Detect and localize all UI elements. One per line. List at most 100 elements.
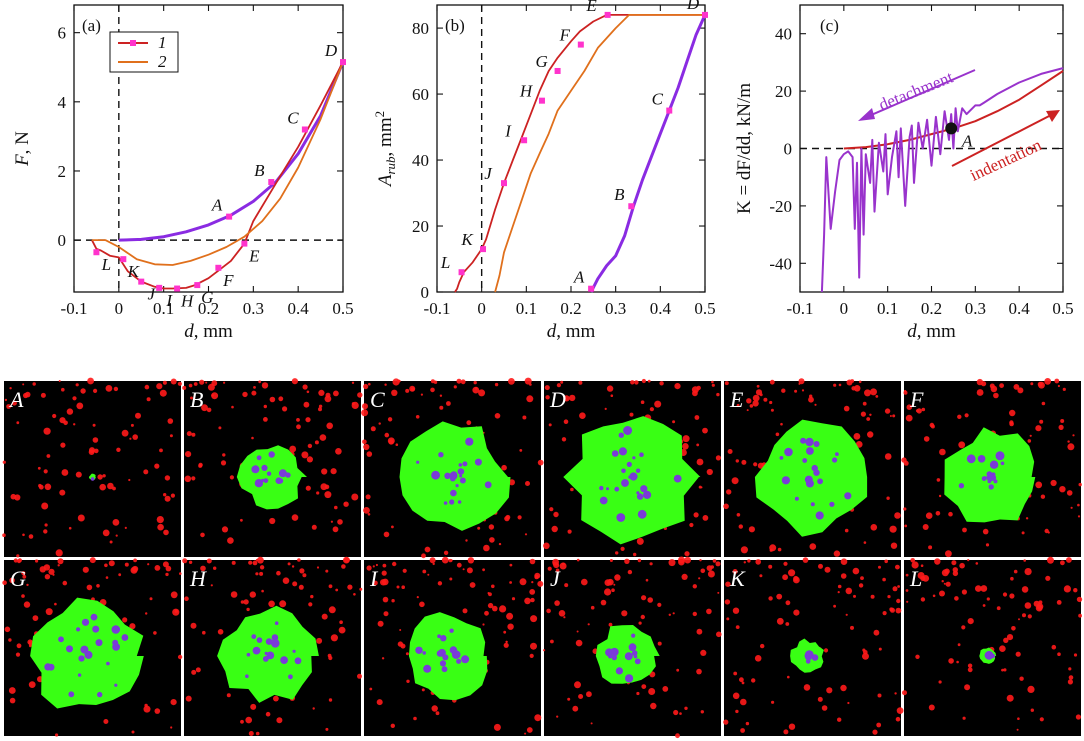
particle [759, 393, 763, 397]
particle [133, 558, 138, 563]
particle [759, 574, 763, 578]
particle [735, 459, 739, 463]
particle [420, 393, 423, 396]
x-tick-label: 0 [477, 299, 486, 318]
legend-box [109, 31, 179, 73]
particle [105, 385, 113, 392]
trapped-bubble [484, 481, 492, 489]
particle [776, 593, 783, 600]
particle [60, 442, 66, 448]
trapped-bubble [988, 484, 994, 490]
particle [278, 396, 284, 402]
particle [314, 440, 319, 445]
trapped-bubble [633, 654, 638, 659]
particle [383, 531, 390, 538]
particle [395, 443, 399, 447]
particle [604, 407, 607, 410]
point-label-C: C [652, 90, 664, 109]
particle [162, 380, 167, 385]
particle [113, 386, 119, 392]
particle [1058, 424, 1064, 430]
particle [251, 436, 254, 440]
annotation-detachment: detachment [876, 67, 956, 114]
particle [621, 610, 628, 617]
particle [390, 723, 395, 728]
particle [897, 585, 900, 588]
particle [702, 515, 709, 521]
trapped-bubble [431, 470, 440, 480]
particle [878, 647, 882, 651]
particle [935, 511, 941, 516]
particle [895, 607, 902, 614]
particle [1075, 714, 1081, 720]
particle [654, 400, 662, 408]
particle [380, 579, 387, 586]
particle [92, 423, 96, 427]
particle [715, 455, 722, 461]
point-marker-J [138, 278, 145, 285]
particle [231, 405, 234, 409]
trapped-bubble [811, 654, 819, 661]
series-line-detachment [820, 67, 1064, 293]
particle [939, 590, 945, 597]
particle [292, 581, 298, 587]
particle [748, 526, 756, 533]
trapped-bubble [47, 663, 55, 671]
particle [751, 678, 756, 683]
y-tick-label: 40 [412, 151, 429, 170]
particle [223, 381, 226, 384]
particle [741, 459, 747, 465]
particle [555, 568, 560, 573]
trapped-bubble [977, 455, 986, 463]
particle [167, 418, 174, 424]
particle [263, 404, 267, 409]
particle [325, 392, 331, 398]
particle [850, 625, 854, 630]
particle [620, 546, 625, 552]
particle [303, 401, 310, 408]
particle [441, 556, 449, 564]
particle [706, 608, 712, 615]
particle [341, 564, 346, 569]
particle [509, 581, 512, 584]
trapped-bubble [90, 613, 98, 621]
particle [6, 404, 11, 409]
trapped-bubble [449, 628, 454, 633]
particle [11, 400, 17, 406]
particle [863, 541, 867, 544]
particle [177, 654, 183, 660]
x-tick-label: 0.3 [243, 299, 264, 318]
particle [736, 513, 741, 517]
point-label-I: I [504, 121, 512, 140]
trapped-bubble [462, 461, 468, 467]
particle [682, 435, 690, 443]
particle [567, 697, 571, 701]
trapped-bubble [449, 646, 458, 654]
particle [768, 596, 773, 601]
particle [771, 700, 775, 704]
particle [26, 583, 29, 587]
particle [840, 684, 847, 692]
trapped-bubble [673, 474, 682, 483]
particle [783, 729, 789, 735]
particle [325, 727, 329, 731]
particle [437, 581, 443, 586]
particle [633, 552, 637, 557]
particle [964, 684, 971, 691]
x-axis-label: d, mm [907, 321, 956, 342]
particle [310, 594, 314, 599]
particle [344, 557, 350, 563]
particle [102, 529, 110, 537]
particle [220, 460, 227, 466]
point-marker-E [604, 11, 611, 18]
particle [630, 380, 635, 385]
particle [1073, 653, 1078, 657]
particle [367, 513, 371, 516]
particle [530, 615, 538, 623]
particle [715, 561, 721, 567]
particle [517, 515, 522, 520]
particle [165, 572, 169, 577]
particle [1039, 717, 1044, 722]
particle [169, 434, 173, 438]
y-tick-label: 80 [412, 19, 429, 38]
